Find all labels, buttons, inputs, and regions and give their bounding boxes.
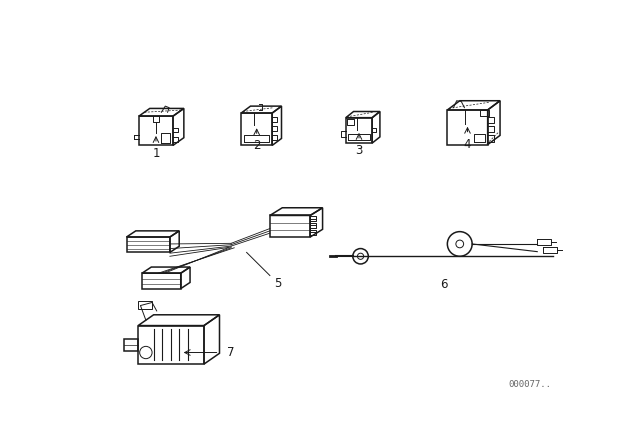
Text: 1: 1 — [152, 147, 160, 160]
Text: 7: 7 — [227, 346, 235, 359]
Text: 000077..: 000077.. — [508, 380, 551, 389]
Text: 3: 3 — [355, 144, 363, 157]
Text: 6: 6 — [440, 278, 448, 291]
Text: 2: 2 — [253, 139, 260, 152]
Text: 5: 5 — [274, 277, 281, 290]
Text: 4: 4 — [464, 138, 471, 151]
